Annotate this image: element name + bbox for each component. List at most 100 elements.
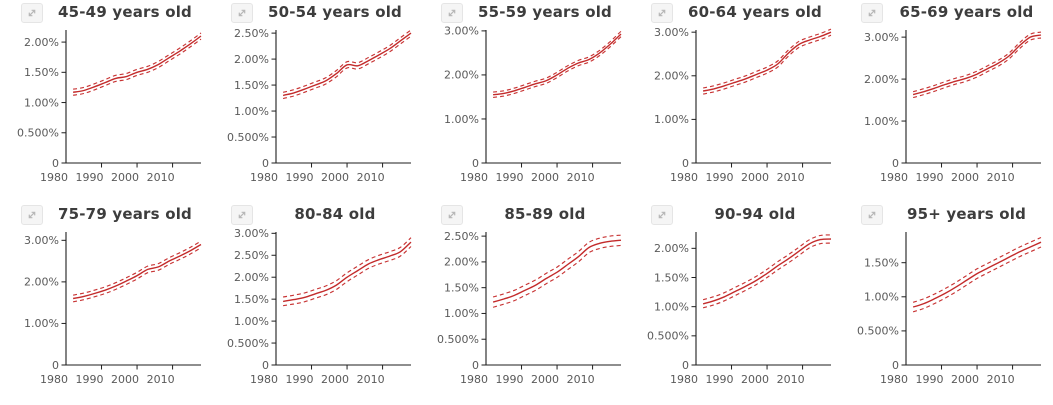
ci-upper-line xyxy=(492,234,622,298)
expand-button[interactable] xyxy=(441,205,463,225)
diagonal-expand-arrow-icon xyxy=(658,9,666,17)
y-tick-label: 3.00% xyxy=(24,234,59,247)
y-tick-label: 0 xyxy=(262,359,269,372)
estimate-line xyxy=(72,35,202,93)
chart-title: 55-59 years old xyxy=(477,3,612,21)
chart-cell: 55-59 years old 0 1.00% 2.00% 3.00% 1980 1990… xyxy=(420,0,630,202)
diagonal-expand-arrow-icon xyxy=(868,211,876,219)
estimate-line xyxy=(912,241,1042,308)
expand-button[interactable] xyxy=(231,205,253,225)
expand-button[interactable] xyxy=(21,205,43,225)
chart-cell: 45-49 years old 0 0.500% 1.00% 1.50% 2.00% 19… xyxy=(0,0,210,202)
y-tick-label: 0 xyxy=(892,157,899,170)
ci-upper-line xyxy=(73,32,202,90)
x-tick-label: 1980 xyxy=(250,373,278,386)
x-tick-label: 2010 xyxy=(777,373,805,386)
expand-button[interactable] xyxy=(651,205,673,225)
line-chart: 0 1.00% 2.00% 3.00% 1980 1990 2000 2010 xyxy=(24,232,202,386)
chart-cell: 85-89 old 0 0.500% 1.00% 1.50% 2.00% 2.50% 198… xyxy=(420,202,630,405)
chart-title: 50-54 years old xyxy=(267,3,402,21)
y-tick-label: 3.00% xyxy=(864,31,899,44)
x-tick-label: 2000 xyxy=(111,373,139,386)
diagonal-expand-arrow-icon xyxy=(238,211,246,219)
x-tick-label: 2000 xyxy=(951,171,979,184)
axis-lines xyxy=(905,30,1041,164)
chart-title: 80-84 old xyxy=(294,205,376,223)
x-tick-label: 1990 xyxy=(76,171,104,184)
ci-lower-line xyxy=(282,35,412,100)
y-tick-label: 3.00% xyxy=(444,25,479,38)
y-tick-label: 1.50% xyxy=(864,256,899,269)
axis-lines xyxy=(275,30,411,164)
y-tick-label: 2.50% xyxy=(234,27,269,40)
expand-button[interactable] xyxy=(21,3,43,23)
y-tick-label: 2.00% xyxy=(234,53,269,66)
ci-lower-line xyxy=(912,37,1042,99)
diagonal-expand-arrow-icon xyxy=(28,9,36,17)
axis-lines xyxy=(695,30,831,164)
y-tick-label: 0.500% xyxy=(647,330,689,343)
chart-cell: 90-94 old 0 0.500% 1.00% 1.50% 2.00% 1980 1990… xyxy=(630,202,840,405)
ci-upper-line xyxy=(282,29,412,93)
ci-lower-line xyxy=(73,38,202,96)
expand-button[interactable] xyxy=(651,3,673,23)
expand-button[interactable] xyxy=(861,205,883,225)
ci-lower-line xyxy=(492,244,622,308)
expand-button[interactable] xyxy=(861,3,883,23)
y-tick-label: 1.00% xyxy=(444,113,479,126)
chart-cell: 95+ years old 0 0.500% 1.00% 1.50% 1980 1990 2… xyxy=(840,202,1053,405)
ci-upper-line xyxy=(72,240,202,296)
y-tick-label: 0 xyxy=(892,359,899,372)
ci-lower-line xyxy=(702,242,832,309)
x-tick-label: 1980 xyxy=(880,373,908,386)
line-chart: 0 0.500% 1.00% 1.50% 1980 1990 2000 2010 xyxy=(857,232,1042,386)
expand-button[interactable] xyxy=(231,3,253,23)
line-chart: 0 0.500% 1.00% 1.50% 2.00% 2.50% 3.00% 1980 1990… xyxy=(227,227,412,386)
y-tick-label: 0 xyxy=(472,157,479,170)
chart-cell: 80-84 old 0 0.500% 1.00% 1.50% 2.00% 2.50% 3.0… xyxy=(210,202,420,405)
estimate-line xyxy=(493,33,622,96)
x-tick-label: 1990 xyxy=(286,373,314,386)
chart-cell: 65-69 years old 0 1.00% 2.00% 3.00% 1980 1990… xyxy=(840,0,1053,202)
x-tick-label: 2000 xyxy=(741,171,769,184)
y-tick-label: 1.50% xyxy=(24,66,59,79)
x-tick-label: 2010 xyxy=(987,171,1015,184)
y-tick-label: 1.00% xyxy=(654,300,689,313)
chart-title: 75-79 years old xyxy=(57,205,192,223)
x-tick-label: 1990 xyxy=(496,171,524,184)
x-tick-label: 2000 xyxy=(951,373,979,386)
y-tick-label: 0 xyxy=(682,359,689,372)
y-tick-label: 2.00% xyxy=(654,70,689,83)
diagonal-expand-arrow-icon xyxy=(868,9,876,17)
y-tick-label: 2.00% xyxy=(24,36,59,49)
chart-title: 45-49 years old xyxy=(57,3,192,21)
x-tick-label: 2000 xyxy=(321,171,349,184)
y-tick-label: 0.500% xyxy=(17,127,59,140)
x-tick-label: 2000 xyxy=(531,171,559,184)
ci-upper-line xyxy=(702,234,832,301)
y-tick-label: 1.00% xyxy=(864,115,899,128)
line-chart: 0 1.00% 2.00% 3.00% 1980 1990 2000 2010 xyxy=(654,26,832,184)
chart-cell: 75-79 years old 0 1.00% 2.00% 3.00% 1980 1990… xyxy=(0,202,210,405)
estimate-line xyxy=(282,32,412,97)
y-tick-label: 3.00% xyxy=(234,227,269,240)
ci-upper-line xyxy=(493,30,622,93)
expand-button[interactable] xyxy=(441,3,463,23)
x-tick-label: 2010 xyxy=(987,373,1015,386)
axis-lines xyxy=(485,30,621,164)
chart-title: 85-89 old xyxy=(504,205,586,223)
y-tick-label: 1.00% xyxy=(234,315,269,328)
line-chart: 0 0.500% 1.00% 1.50% 2.00% 2.50% 1980 1990 2000 2… xyxy=(437,230,622,386)
x-tick-label: 1990 xyxy=(916,171,944,184)
y-tick-label: 1.50% xyxy=(444,281,479,294)
chart-title: 65-69 years old xyxy=(899,3,1034,21)
estimate-line xyxy=(702,238,832,305)
x-tick-label: 2000 xyxy=(531,373,559,386)
x-tick-label: 1980 xyxy=(40,171,68,184)
chart-title: 95+ years old xyxy=(906,205,1027,223)
line-chart: 0 0.500% 1.00% 1.50% 2.00% 2.50% 1980 1990 2000 2… xyxy=(227,27,412,184)
diagonal-expand-arrow-icon xyxy=(448,211,456,219)
diagonal-expand-arrow-icon xyxy=(28,211,36,219)
ci-upper-line xyxy=(283,237,412,298)
y-tick-label: 0 xyxy=(472,359,479,372)
